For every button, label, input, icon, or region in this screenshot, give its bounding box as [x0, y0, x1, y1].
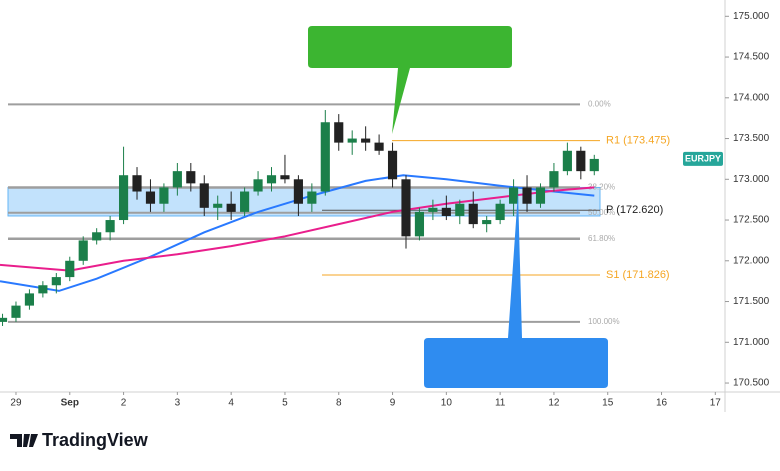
- candle-body: [414, 211, 425, 237]
- y-tick-label: 175.000: [733, 11, 770, 22]
- y-tick-label: 172.500: [733, 215, 770, 226]
- symbol-label: EURJPY: [685, 153, 721, 163]
- plot-area: 0.00% 38.20% 50.00% 61.80% 100.00% R1 (173.47…: [0, 99, 723, 326]
- candle-body: [213, 203, 223, 208]
- x-tick-label: 9: [390, 398, 396, 409]
- candle-body: [172, 171, 182, 188]
- candle-body: [38, 285, 48, 294]
- x-tick-label: 4: [228, 398, 234, 409]
- candle-body: [78, 240, 88, 261]
- y-tick-label: 173.000: [733, 174, 770, 185]
- x-tick-label: 2: [121, 398, 127, 409]
- x-tick-label: 15: [602, 398, 614, 409]
- candle-body: [92, 232, 102, 241]
- x-tick-label: 10: [441, 398, 453, 409]
- callouts: [308, 26, 608, 388]
- x-tick-label: 3: [175, 398, 181, 409]
- x-tick-label: 11: [495, 398, 506, 409]
- fib-label: 50.00%: [588, 208, 615, 217]
- candle-body: [51, 277, 61, 286]
- x-tick-label: 29: [10, 398, 22, 409]
- x-tick-label: 17: [710, 398, 722, 409]
- callout-box: [308, 26, 512, 134]
- candle-body: [159, 187, 169, 204]
- candle-body: [24, 293, 34, 306]
- candle-body: [0, 317, 8, 322]
- x-tick-label: 5: [282, 398, 288, 409]
- candle-body: [132, 175, 142, 192]
- candle-body: [266, 175, 277, 184]
- candle-body: [105, 220, 115, 233]
- candle-body: [118, 175, 129, 221]
- candle-body: [468, 203, 478, 225]
- symbol-badge: [683, 151, 723, 166]
- candle-body: [186, 171, 196, 184]
- candle-body: [562, 150, 572, 172]
- y-tick-label: 172.000: [733, 255, 770, 266]
- candle-body: [145, 191, 156, 204]
- candle-body: [441, 207, 451, 216]
- y-tick-label: 174.000: [733, 92, 770, 103]
- fib-label: 0.00%: [588, 99, 611, 108]
- candle-body: [549, 171, 559, 188]
- candle-body: [320, 122, 330, 192]
- candle-body: [482, 220, 492, 225]
- candle-body: [199, 183, 209, 208]
- callout-box: [424, 192, 608, 388]
- y-tick-label: 174.500: [733, 52, 770, 63]
- candle-body: [387, 150, 398, 180]
- candle-body: [509, 187, 519, 204]
- candle-body: [401, 179, 411, 237]
- fib-label: 100.00%: [588, 317, 620, 326]
- candle-body: [428, 207, 438, 212]
- pivot-label: S1 (171.826): [606, 269, 670, 281]
- candle-body: [361, 138, 371, 143]
- x-tick-label: 8: [336, 398, 342, 409]
- fib-label: 61.80%: [588, 234, 615, 243]
- y-tick-label: 171.500: [733, 296, 770, 307]
- candle-body: [495, 203, 505, 221]
- logo-mark: [10, 434, 38, 447]
- candle-body: [455, 203, 465, 216]
- candle-body: [535, 187, 546, 204]
- brand-name: TradingView: [42, 430, 149, 450]
- pivot-label: P (172.620): [606, 204, 663, 216]
- candle-body: [307, 191, 317, 204]
- candle-body: [253, 179, 263, 192]
- candle-body: [293, 179, 303, 204]
- candle-body: [240, 191, 250, 212]
- fib-label: 38.20%: [588, 183, 615, 192]
- candle-body: [589, 158, 599, 172]
- candle-body: [576, 150, 586, 172]
- y-tick-label: 171.000: [733, 337, 770, 348]
- x-tick-label: 12: [548, 398, 560, 409]
- candle-body: [11, 305, 21, 318]
- candle-body: [334, 122, 344, 143]
- candle-body: [226, 203, 236, 212]
- candle-body: [374, 142, 384, 151]
- x-tick-label: 16: [656, 398, 668, 409]
- candle-body: [522, 187, 532, 204]
- candle-body: [280, 175, 290, 180]
- y-tick-label: 170.500: [733, 378, 770, 389]
- candle-body: [65, 260, 75, 278]
- x-tick-label: Sep: [61, 398, 79, 409]
- pivot-label: R1 (173.475): [606, 134, 670, 146]
- candle-body: [347, 138, 357, 143]
- logo: TradingView: [10, 430, 149, 450]
- y-tick-label: 173.500: [733, 133, 770, 144]
